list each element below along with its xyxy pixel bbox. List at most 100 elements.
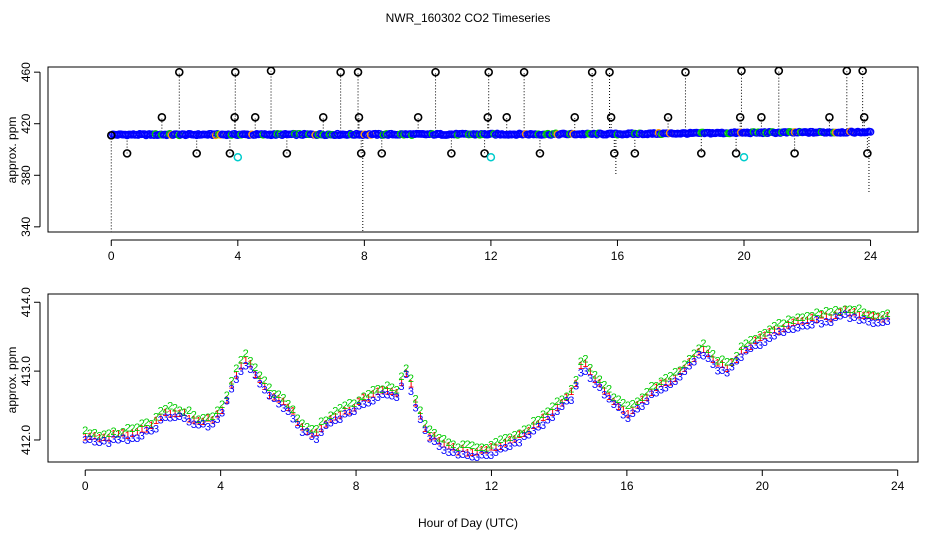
number-marker: 1 bbox=[809, 312, 815, 324]
number-marker: 2 bbox=[587, 362, 593, 374]
number-marker: 2 bbox=[417, 405, 423, 417]
number-marker: 1 bbox=[752, 335, 758, 347]
number-marker: 1 bbox=[856, 310, 862, 322]
spike-point bbox=[413, 112, 423, 122]
number-marker: 2 bbox=[295, 413, 301, 425]
number-marker: 2 bbox=[597, 374, 603, 386]
number-marker: 2 bbox=[653, 380, 659, 392]
spike-point bbox=[377, 149, 387, 158]
number-marker: 1 bbox=[531, 420, 537, 432]
number-marker: 3 bbox=[247, 364, 253, 376]
number-marker: 3 bbox=[181, 413, 187, 425]
number-marker: 2 bbox=[394, 384, 400, 396]
number-marker: 3 bbox=[516, 438, 522, 450]
number-marker: 3 bbox=[724, 368, 730, 380]
number-marker: 1 bbox=[323, 419, 329, 431]
spike-point bbox=[447, 149, 456, 158]
number-marker: 3 bbox=[776, 326, 782, 338]
spike-point bbox=[431, 67, 440, 77]
spike-point bbox=[250, 112, 260, 122]
number-marker: 3 bbox=[554, 406, 560, 418]
spike-point bbox=[570, 112, 580, 122]
number-marker: 1 bbox=[342, 406, 348, 418]
number-marker: 3 bbox=[422, 425, 428, 437]
number-marker: 2 bbox=[195, 414, 201, 426]
number-marker: 2 bbox=[601, 380, 607, 392]
number-marker: 3 bbox=[578, 368, 584, 380]
spike-point bbox=[157, 112, 167, 122]
bottom-x-axis: 0 4 8 12 16 20 24 bbox=[82, 469, 905, 493]
number-marker: 3 bbox=[743, 346, 749, 358]
number-marker: 2 bbox=[488, 439, 494, 451]
number-marker: 2 bbox=[219, 399, 225, 411]
number-marker: 2 bbox=[705, 344, 711, 356]
number-marker: 2 bbox=[766, 324, 772, 336]
number-marker: 1 bbox=[394, 388, 400, 400]
number-marker: 1 bbox=[564, 392, 570, 404]
number-marker: 2 bbox=[101, 429, 107, 441]
number-marker: 1 bbox=[705, 348, 711, 360]
number-marker: 2 bbox=[172, 403, 178, 415]
number-marker: 2 bbox=[866, 309, 872, 321]
number-marker: 3 bbox=[101, 436, 107, 448]
number-marker: 3 bbox=[219, 408, 225, 420]
number-marker: 3 bbox=[644, 396, 650, 408]
number-marker: 2 bbox=[266, 382, 272, 394]
spike-point bbox=[480, 149, 489, 158]
number-marker: 3 bbox=[290, 413, 296, 425]
number-marker: 1 bbox=[186, 414, 192, 426]
number-marker: 2 bbox=[337, 402, 343, 414]
number-marker: 1 bbox=[823, 311, 829, 323]
number-marker: 2 bbox=[682, 359, 688, 371]
spike-point bbox=[681, 67, 690, 77]
number-marker: 1 bbox=[488, 442, 494, 454]
number-marker: 2 bbox=[233, 363, 239, 375]
number-marker: 3 bbox=[851, 312, 857, 324]
number-marker: 2 bbox=[474, 442, 480, 454]
number-marker: 2 bbox=[106, 428, 112, 440]
number-marker: 1 bbox=[771, 324, 777, 336]
spike-point bbox=[606, 112, 616, 122]
number-marker: 2 bbox=[262, 375, 268, 387]
number-marker: 1 bbox=[535, 419, 541, 431]
number-marker: 2 bbox=[309, 423, 315, 435]
number-marker: 1 bbox=[210, 414, 216, 426]
number-marker: 1 bbox=[351, 402, 357, 414]
number-marker: 2 bbox=[771, 320, 777, 332]
number-marker: 1 bbox=[644, 392, 650, 404]
number-marker: 2 bbox=[167, 401, 173, 413]
number-marker: 2 bbox=[139, 418, 145, 430]
number-marker: 2 bbox=[667, 371, 673, 383]
number-marker: 3 bbox=[800, 320, 806, 332]
number-marker: 2 bbox=[153, 411, 159, 423]
number-marker: 2 bbox=[875, 311, 881, 323]
number-marker: 2 bbox=[389, 382, 395, 394]
number-marker: 3 bbox=[233, 374, 239, 386]
spike-point bbox=[842, 66, 852, 76]
number-marker: 2 bbox=[398, 371, 404, 383]
number-marker: 2 bbox=[356, 395, 362, 407]
bottom-panel-frame bbox=[47, 293, 919, 463]
number-marker: 1 bbox=[700, 344, 706, 356]
number-marker: 3 bbox=[87, 434, 93, 446]
number-marker: 1 bbox=[422, 423, 428, 435]
number-marker: 1 bbox=[403, 368, 409, 380]
number-marker: 1 bbox=[195, 416, 201, 428]
number-marker: 2 bbox=[748, 334, 754, 346]
number-marker: 2 bbox=[493, 437, 499, 449]
number-marker: 1 bbox=[493, 442, 499, 454]
number-marker: 2 bbox=[210, 411, 216, 423]
number-marker: 1 bbox=[611, 396, 617, 408]
number-marker: 3 bbox=[394, 392, 400, 404]
top-x-tick-label: 12 bbox=[484, 249, 498, 263]
bottom-y-axis-title: approx. ppm bbox=[5, 347, 19, 414]
number-marker: 2 bbox=[870, 310, 876, 322]
spike-point bbox=[696, 149, 706, 158]
number-marker: 3 bbox=[493, 447, 499, 459]
number-marker: 3 bbox=[781, 327, 787, 339]
number-marker: 1 bbox=[276, 394, 282, 406]
number-marker: 3 bbox=[592, 379, 598, 391]
top-y-tick-label: 460 bbox=[19, 62, 33, 82]
spike-point bbox=[587, 67, 597, 77]
number-marker: 1 bbox=[837, 307, 843, 319]
